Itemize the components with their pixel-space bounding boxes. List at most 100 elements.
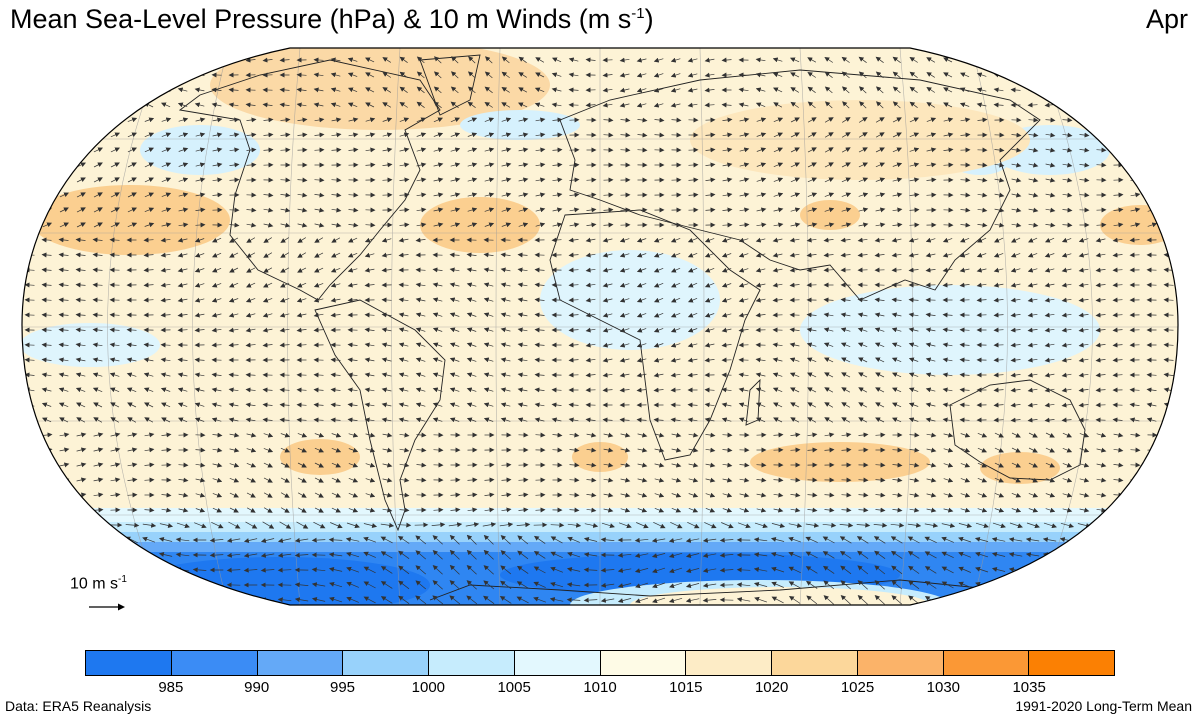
wind-vector [1110,597,1125,603]
wind-vector [586,177,597,183]
wind-vector [518,177,529,183]
wind-vector [670,102,681,108]
wind-vector [1028,132,1039,138]
wind-vector [296,72,307,78]
wind-vector [552,162,563,168]
wind-vector [297,177,308,183]
wind-vector [192,597,207,602]
wind-vector [552,192,563,198]
wind-vector [178,147,189,153]
colorbar-tick-label: 1025 [840,679,875,696]
wind-vector [976,87,987,93]
wind-vector [789,57,800,63]
wind-vector [501,56,510,64]
wind-vector [331,177,342,183]
wind-vector [993,102,1004,108]
wind-vector [57,566,70,574]
wind-vector [314,207,325,213]
wind-vector [1078,102,1089,108]
wind-vector [42,192,53,198]
wind-vector [858,71,867,79]
wind-vector [93,147,104,153]
wind-vector [1076,582,1091,588]
wind-vector [263,147,274,153]
wind-vector [1112,87,1123,93]
wind-vector [331,207,342,213]
wind-vector [76,507,87,513]
wind-vector [1130,162,1141,168]
wind-vector [926,72,935,78]
wind-vector [144,177,155,183]
wind-vector [399,192,410,198]
wind-vector [192,582,207,588]
wind-vector [109,72,120,78]
wind-vector [229,117,240,123]
wind-vector [1096,147,1107,153]
wind-vector [1094,522,1109,528]
wind-vector [25,192,36,198]
wind-vector [807,162,817,168]
wind-vector [1128,536,1141,544]
wind-vector [1110,567,1125,572]
wind-vector [772,57,783,63]
wind-vector [909,132,920,138]
wind-vector [450,192,461,198]
wind-vector [364,57,375,63]
wind-vector [807,57,817,63]
wind-vector [416,207,427,213]
wind-vector [773,102,783,108]
wind-vector [909,101,918,108]
wind-vector [1076,536,1091,542]
wind-vector [976,57,987,63]
wind-vector [161,207,172,213]
wind-vector [433,207,444,213]
wind-vector [842,101,850,109]
wind-vector [1028,147,1039,153]
wind-vector [59,192,70,198]
wind-vector [110,102,120,108]
wind-vector [1028,117,1039,123]
wind-vector [926,177,937,183]
wind-vector [1113,507,1124,513]
wind-vector [433,117,444,123]
wind-vector [42,492,53,498]
wind-vector [824,147,834,153]
wind-vector [57,535,70,544]
wind-vector [467,71,476,79]
wind-vector [722,117,733,123]
wind-vector [960,132,971,138]
wind-vector [25,162,36,168]
wind-vector [841,86,850,94]
wind-vector [58,87,69,93]
wind-vector [534,87,545,93]
wind-vector [1093,551,1108,558]
wind-vector [178,192,189,198]
wind-vector [501,102,511,108]
wind-vector [178,207,189,213]
wind-vector [93,87,103,93]
wind-vector [1042,567,1057,573]
wind-vector [40,566,53,574]
wind-vector [721,102,732,108]
wind-vector [518,87,528,93]
wind-vector [602,102,613,108]
wind-vector [637,147,648,153]
wind-vector [484,56,493,64]
wind-vector [246,207,257,213]
wind-vector [959,102,970,108]
wind-vector [991,597,1006,603]
wind-vector [348,192,359,198]
wind-vector [755,72,766,78]
wind-vector [974,596,989,602]
wind-vector [229,162,240,168]
wind-vector [161,147,172,153]
wind-vector [433,56,442,64]
wind-vector [467,147,478,153]
wind-vector [484,86,493,94]
wind-vector [943,87,953,93]
wind-vector [807,117,817,123]
wind-vector [142,581,156,588]
wind-vector [1162,581,1176,588]
wind-vector [518,132,529,138]
wind-vector [841,56,850,63]
